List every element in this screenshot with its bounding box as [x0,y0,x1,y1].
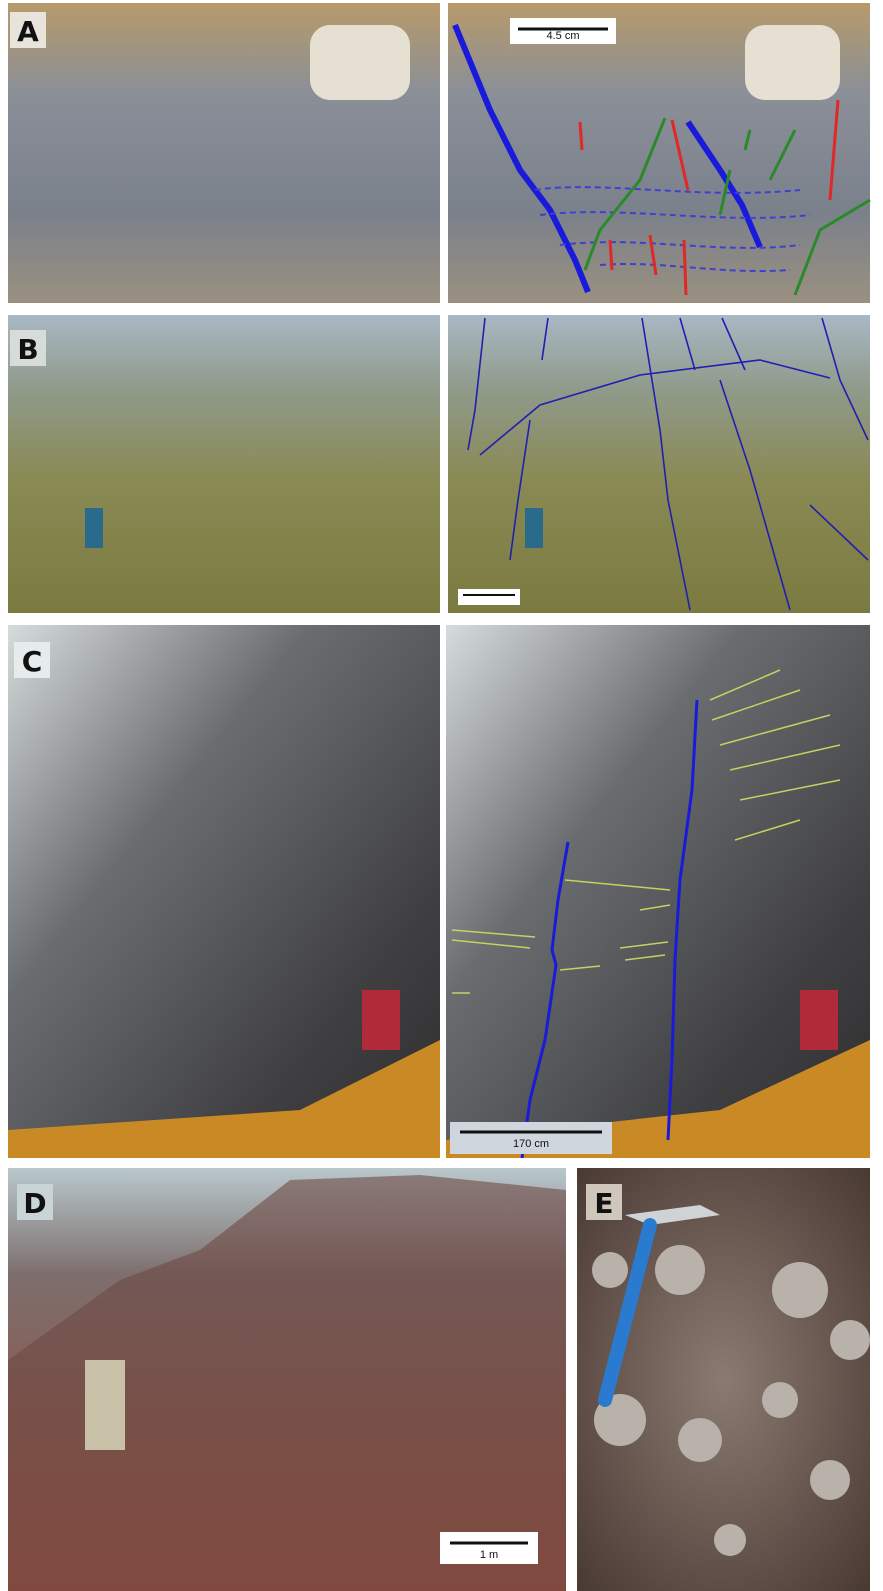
grass [8,1040,440,1158]
label-box [586,1184,622,1220]
scale-bar-box [440,1532,538,1564]
label-box [17,1184,53,1220]
person [362,990,400,1050]
scale-bar-box [510,18,616,44]
label-box [10,330,46,366]
joint-line [583,117,871,296]
scale-bar-label: 1 m [480,1549,498,1561]
rock-slope [8,1175,566,1591]
person [85,508,103,548]
panel-label: B [17,333,38,366]
scale-bar-label: 4.5 cm [546,30,579,42]
photo-c-right [446,625,870,1158]
annotations-b [467,317,869,611]
scale-bar-box [450,1122,612,1154]
compass [745,25,840,100]
scale-bar-label: 170 cm [513,1138,549,1150]
photo-e [577,1168,870,1591]
panel-label: D [23,1187,46,1220]
clasts [592,1245,870,1556]
annotations-a [452,23,871,296]
vein-line [578,99,840,296]
label-box [10,12,46,48]
bedding-line [534,186,811,273]
person [85,1360,125,1450]
photo-b-right [448,315,870,613]
photo-b-left [8,315,440,613]
panel-labels: A B C D E [10,12,622,1220]
annotations-c [451,669,841,1159]
fault-line [685,120,763,249]
person [800,990,838,1050]
hammer-handle [598,1218,657,1407]
panel-label: C [22,645,43,678]
structure-line [467,317,869,611]
label-box [14,642,50,678]
compass [310,25,410,100]
photo-c-left [8,625,440,1158]
scale-bar-box [458,589,520,605]
panel-label: E [594,1187,613,1220]
panel-label: A [17,15,39,48]
person [525,508,543,548]
fault-line [520,699,699,1159]
bedding-line [451,669,841,994]
